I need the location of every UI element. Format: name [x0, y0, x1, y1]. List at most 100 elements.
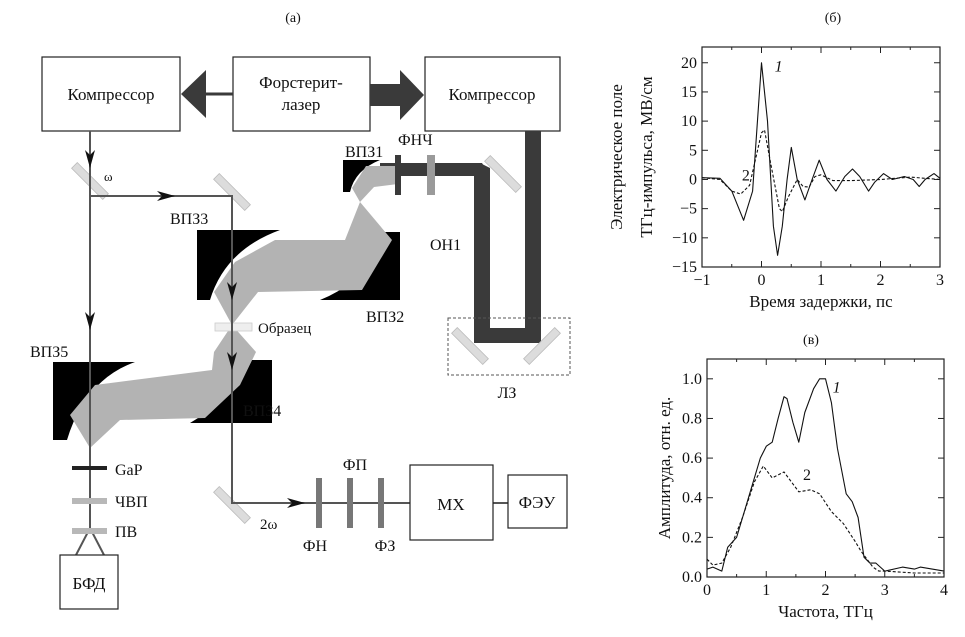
laser-label-2: лазер: [282, 95, 321, 114]
delay-mirror-right: [523, 327, 561, 365]
delay-line-box: [447, 317, 571, 376]
x-tick-label: 0: [758, 272, 766, 289]
y-axis-label: Электрическое поле: [607, 84, 626, 230]
y-tick-label: 15: [681, 84, 697, 101]
x-tick-label: 1: [762, 582, 770, 599]
fnch-label: ФНЧ: [398, 132, 433, 149]
delay-line-label: ЛЗ: [498, 385, 517, 402]
y-axis-label: Амплитуда, отн. ед.: [655, 397, 674, 540]
series-label: 2: [742, 168, 750, 185]
x-tick-label: 1: [817, 272, 825, 289]
two-omega-label: 2ω: [260, 517, 278, 533]
x-tick-label: 2: [877, 272, 885, 289]
pump-mirror: [484, 155, 522, 193]
probe-mirror-1: [213, 173, 251, 211]
x-tick-label: 0: [703, 582, 711, 599]
parabolic-mirror-1: [343, 160, 380, 192]
y-tick-label: −10: [672, 230, 697, 247]
mx-label: МХ: [437, 495, 464, 514]
on1-element: [427, 155, 435, 195]
y-tick-label: 20: [681, 55, 697, 72]
chvp-label: ЧВП: [115, 494, 148, 511]
series-2-line: [701, 129, 941, 213]
thz-beam: [70, 166, 398, 448]
pmt-box: [507, 474, 568, 529]
on1-label: ОН1: [430, 237, 461, 254]
y-tick-label: 0.6: [682, 450, 702, 467]
laser-box: [232, 56, 371, 132]
plot-frame: [701, 46, 941, 268]
fp-label: ФП: [343, 457, 368, 474]
y-axis-label-2: ТГц-импульса, МВ/см: [637, 76, 656, 237]
compressor-right-box: [424, 56, 561, 132]
x-tick-label: 2: [822, 582, 830, 599]
bfd-label: БФД: [72, 574, 105, 593]
arrow-to-right-compressor-head: [400, 70, 424, 120]
chart-panel-label: (в): [803, 333, 819, 348]
y-tick-label: 0.4: [682, 490, 702, 507]
compressor-right-label: Компрессор: [448, 85, 535, 104]
fn-label: ФН: [303, 538, 328, 555]
gap-crystal: [72, 466, 107, 470]
fz-label: ФЗ: [375, 538, 396, 555]
chart-panel-label: (б): [825, 11, 842, 26]
y-tick-label: 10: [681, 113, 697, 130]
series-1-line: [706, 378, 945, 572]
panel-label-a: (a): [285, 11, 301, 26]
probe-arrows: [85, 150, 305, 508]
x-axis-label: Частота, ТГц: [778, 602, 873, 621]
series-label: 1: [775, 59, 783, 76]
plot-frame: [706, 358, 945, 578]
series-label: 2: [803, 467, 811, 484]
series-1-line: [701, 62, 941, 256]
filter-fz: [378, 478, 384, 528]
gap-label: GaP: [115, 462, 143, 479]
vpz1-label: ВПЗ1: [345, 144, 383, 161]
y-tick-label: 5: [689, 142, 697, 159]
bfd-box: [59, 554, 119, 610]
flat-mirrors: [71, 155, 561, 524]
delay-mirror-left: [451, 327, 489, 365]
quarter-wave-plate: [72, 498, 107, 504]
x-tick-label: 3: [881, 582, 889, 599]
arrow-to-right-compressor-shaft: [370, 84, 402, 106]
x-tick-label: 4: [940, 582, 948, 599]
omega-label: ω: [104, 169, 113, 184]
y-tick-label: 1.0: [682, 371, 702, 388]
vpz5-label: ВПЗ5: [30, 344, 68, 361]
sample-label: Образец: [258, 321, 311, 337]
x-tick-label: −1: [693, 272, 710, 289]
chart-2: (в) 0 1 2 3 4 0.0 0.2 0.4 0.6 0.8 1.0 Частота, ТГц Ам…: [655, 333, 948, 621]
filter-fn: [316, 478, 322, 528]
y-tick-label: 0: [689, 171, 697, 188]
vpz3-label: ВПЗ3: [170, 211, 208, 228]
y-tick-label: 0.8: [682, 410, 702, 427]
y-tick-label: 0.0: [682, 569, 702, 586]
arrow-to-left-compressor-head: [181, 70, 206, 118]
x-tick-label: 3: [936, 272, 944, 289]
monochromator-box: [409, 464, 494, 541]
y-tick-label: −15: [672, 259, 697, 276]
y-tick-label: 0.2: [682, 529, 702, 546]
parabolic-mirror-3: [197, 230, 280, 300]
series-2-line: [706, 465, 944, 574]
x-axis-label: Время задержки, пс: [749, 292, 893, 311]
series-label: 1: [833, 380, 841, 397]
filter-fp: [347, 478, 353, 528]
lowpass-filter: [395, 155, 401, 195]
sample: [214, 322, 253, 332]
wollaston-prism: [72, 528, 107, 534]
pump-beam: [380, 131, 541, 343]
vpz2-label: ВПЗ2: [366, 309, 404, 326]
compressor-left-label: Компрессор: [67, 85, 154, 104]
y-tick-label: −5: [680, 201, 697, 218]
pv-label: ПВ: [115, 524, 137, 541]
vpz4-label: ВПЗ4: [243, 403, 281, 420]
compressor-left-box: [41, 56, 181, 132]
feu-label: ФЭУ: [519, 493, 557, 512]
laser-label-1: Форстерит-: [259, 73, 343, 92]
